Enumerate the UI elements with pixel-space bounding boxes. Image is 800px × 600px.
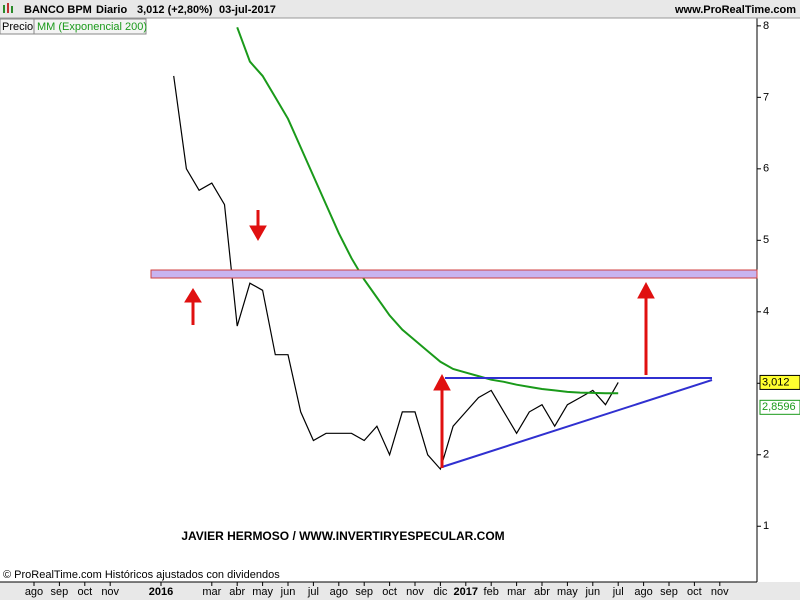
series-line: [173, 75, 619, 471]
period: Diario: [96, 4, 127, 16]
x-tick-label: mar: [202, 586, 221, 598]
y-tick-label: 2: [763, 449, 769, 461]
x-tick-label: abr: [534, 586, 550, 598]
x-tick-label: may: [557, 586, 578, 598]
x-tick-label: feb: [484, 586, 499, 598]
x-tick-label: 2017: [454, 586, 478, 598]
x-tick-label: may: [252, 586, 273, 598]
header-bar: [0, 0, 800, 18]
date: 03-jul-2017: [219, 4, 276, 16]
x-tick-label: oct: [77, 586, 92, 598]
source: www.ProRealTime.com: [674, 4, 796, 16]
last-value-box: [759, 374, 800, 390]
annotation: JAVIER HERMOSO / WWW.INVERTIRYESPECULAR.…: [181, 529, 504, 543]
x-tick-label: sep: [355, 586, 373, 598]
x-tick-label: oct: [687, 586, 702, 598]
resistance-band: [150, 269, 758, 279]
x-tick-label: nov: [101, 586, 119, 598]
chart-title: BANCO BPM: [24, 4, 92, 16]
series-line: [236, 26, 619, 395]
x-tick-label: sep: [660, 586, 678, 598]
header-icon: [3, 3, 13, 13]
y-tick-label: 6: [763, 163, 769, 175]
y-tick-label: 4: [763, 306, 769, 318]
triangle-bottom: [441, 379, 713, 468]
y-tick-label: 8: [763, 20, 769, 32]
x-tick-label: jul: [307, 586, 319, 598]
quote: 3,012 (+2,80%): [137, 4, 213, 16]
x-tick-label: mar: [507, 586, 526, 598]
legend-entry: MM (Exponencial 200): [37, 21, 147, 33]
x-tick-label: nov: [711, 586, 729, 598]
x-axis-bar: [0, 582, 800, 600]
x-tick-label: ago: [25, 586, 43, 598]
last-value-label: 2,8596: [762, 401, 796, 413]
x-tick-label: jun: [280, 586, 296, 598]
x-tick-label: oct: [382, 586, 397, 598]
y-tick-label: 1: [763, 520, 769, 532]
x-tick-label: nov: [406, 586, 424, 598]
arrows: [184, 210, 655, 468]
footnote: © ProRealTime.com Históricos ajustados c…: [3, 569, 280, 581]
x-tick-label: abr: [229, 586, 245, 598]
x-tick-label: ago: [330, 586, 348, 598]
legend-entry: Precio: [2, 21, 33, 33]
x-tick-label: jun: [584, 586, 600, 598]
y-tick-label: 5: [763, 234, 769, 246]
x-tick-label: sep: [51, 586, 69, 598]
last-value-label: 3,012: [762, 376, 790, 388]
y-tick-label: 7: [763, 91, 769, 103]
x-tick-label: 2016: [149, 586, 173, 598]
legend-box: [33, 18, 147, 35]
x-tick-label: jul: [612, 586, 624, 598]
last-value-box: [759, 399, 800, 415]
x-tick-label: ago: [634, 586, 652, 598]
x-tick-label: dic: [433, 586, 448, 598]
